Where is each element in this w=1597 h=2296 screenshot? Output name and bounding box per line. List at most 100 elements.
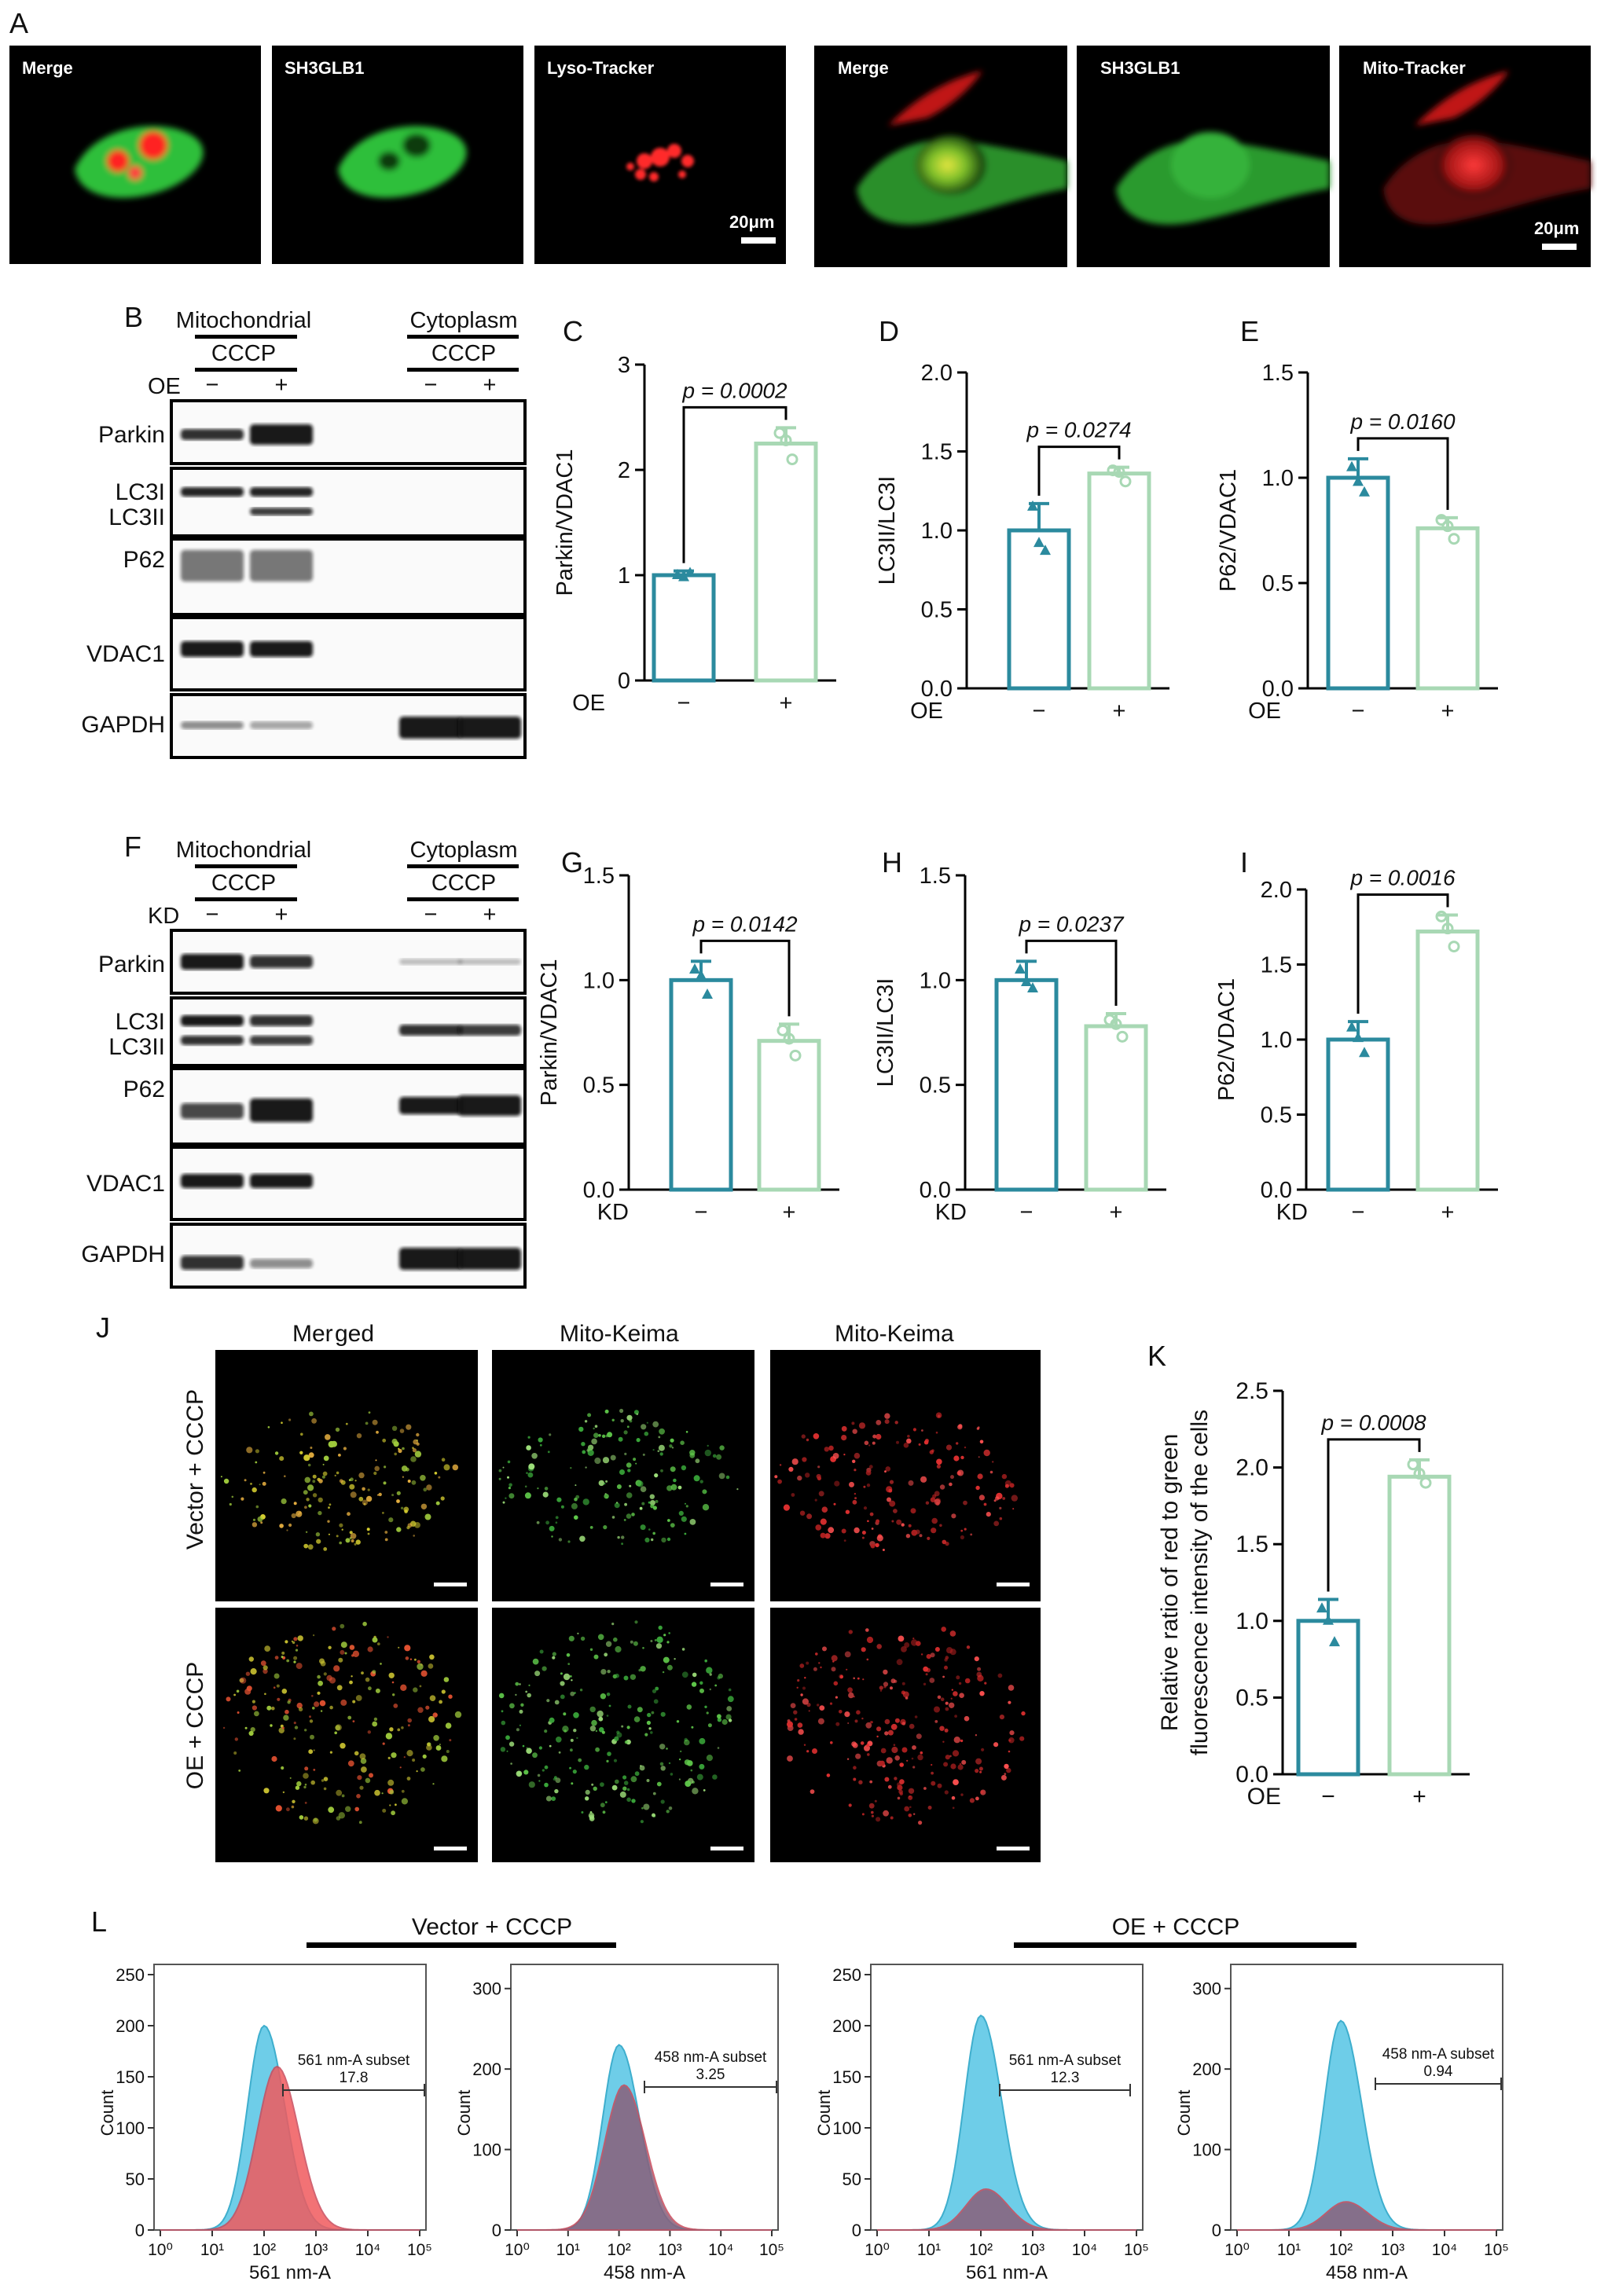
chart-h: H 0.0 0.5 1.0 1.5 LC3II/LC3I − + KD p = 0.0237 [873,846,1166,1225]
band [181,641,244,657]
punctum [382,1808,387,1813]
y-tick-label: 1.0 [583,968,615,993]
punctum [382,1438,387,1443]
punctum [304,1802,307,1804]
punctum [944,1790,949,1795]
data-point [1413,1467,1426,1480]
punctum [989,1470,993,1474]
punctum [651,1538,654,1542]
band [250,641,313,657]
punctum [522,1744,525,1748]
punctum [896,1519,902,1525]
x-tick-label: 10¹ [917,2241,941,2259]
punctum [312,1474,317,1479]
punctum [1011,1495,1019,1502]
punctum [328,1806,335,1814]
punctum [587,1413,592,1418]
punctum [718,1473,725,1480]
punctum [614,1502,620,1509]
punctum [959,1693,964,1698]
punctum [857,1677,860,1680]
punctum [611,1784,618,1791]
data-point [1346,1021,1357,1032]
punctum [952,1806,955,1810]
punctum [695,1458,700,1464]
punctum [884,1777,890,1782]
band [250,508,313,515]
punctum [571,1782,574,1785]
punctum [293,1656,298,1660]
punctum [841,1435,847,1441]
punctum [289,1777,292,1779]
punctum [901,1722,906,1726]
punctum [926,1654,931,1660]
punctum [876,1644,882,1649]
punctum [222,1726,226,1729]
punctum [236,1689,240,1693]
histogram-sample [1237,2201,1496,2231]
punctum [901,1747,908,1753]
punctum [246,1685,252,1692]
punctum [555,1516,559,1520]
punctum [640,1524,646,1531]
punctum [875,1542,879,1548]
punctum [591,1719,597,1726]
punctum [854,1492,857,1495]
punctum [640,1765,642,1767]
punctum [584,1764,589,1770]
data-point [1448,533,1460,545]
punctum [310,1734,314,1740]
y-tick-label: 1.5 [1262,361,1294,386]
punctum [689,1452,696,1458]
punctum [976,1671,982,1678]
y-tick-label: 0 [1212,2221,1221,2240]
punctum [316,1539,321,1544]
y-tick-label: 2.0 [1235,1455,1268,1481]
x-tick-label: 10² [252,2241,276,2259]
punctum [321,1779,325,1782]
punctum [790,1703,796,1709]
band [181,1036,244,1045]
punctum [690,1769,693,1772]
punctum [277,1807,280,1810]
punctum [852,1499,857,1505]
gate-value: 3.25 [696,2067,725,2083]
punctum [916,1641,921,1646]
punctum [648,1727,652,1730]
punctum [869,1780,873,1784]
chart-k: K 0.0 0.5 1.0 1.5 2.0 2.5 Relative ratio of red… [1147,1340,1470,1810]
punctum [709,1688,711,1691]
punctum [848,1692,854,1699]
punctum [824,1447,830,1452]
lane-plus-cyto: + [483,902,497,927]
punctum [960,1529,964,1532]
punctum [642,1453,645,1456]
punctum [362,1621,367,1627]
punctum [602,1810,606,1814]
punctum [833,1502,836,1506]
bar-cccp-cyto [407,368,519,372]
punctum [833,1681,839,1686]
punctum [1000,1774,1007,1781]
punctum [356,1433,362,1439]
punctum [372,1721,378,1727]
punctum [934,1498,941,1506]
punctum [660,1469,663,1473]
punctum [716,1454,722,1460]
punctum [403,1756,406,1759]
punctum [979,1440,984,1444]
panel-label-b: B [124,301,143,333]
punctum [398,1646,400,1649]
punctum [970,1533,973,1536]
punctum [945,1755,950,1760]
punctum [409,1658,413,1660]
punctum [774,1475,778,1479]
punctum [262,1481,266,1486]
punctum [839,1674,844,1679]
bar-plus [1415,929,1480,1192]
punctum [389,1804,391,1806]
punctum [843,1539,846,1542]
punctum [907,1435,910,1438]
punctum [505,1735,510,1740]
punctum [407,1480,411,1483]
